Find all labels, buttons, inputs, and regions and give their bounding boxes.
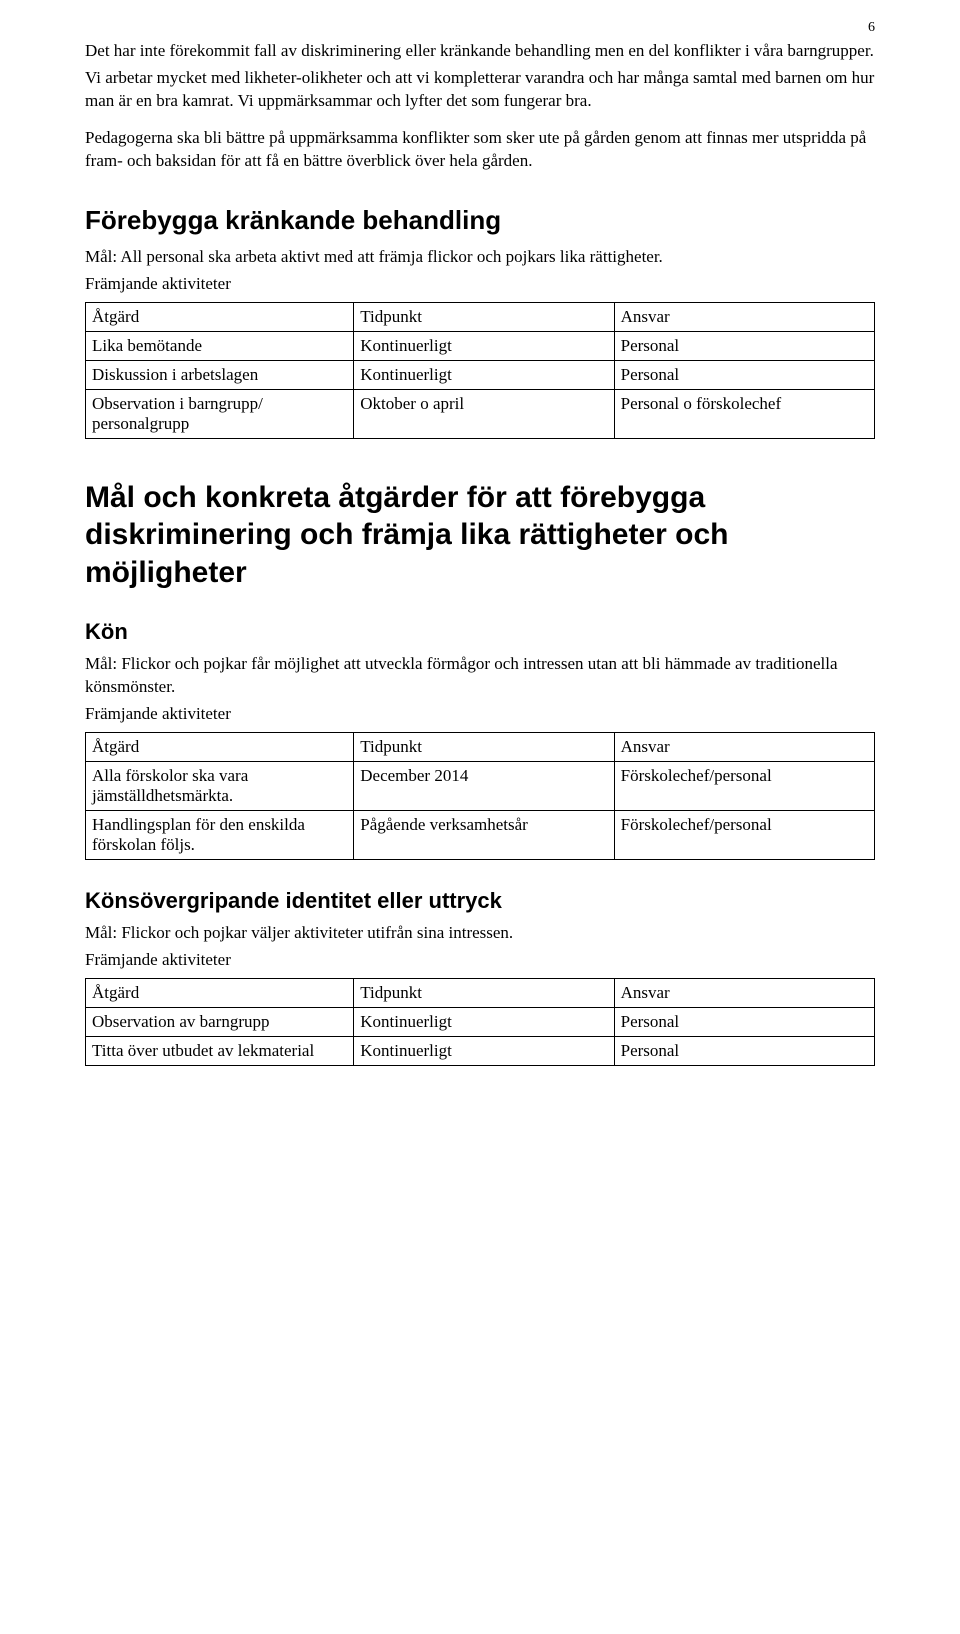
table-cell: Diskussion i arbetslagen [86, 360, 354, 389]
table-cell: Observation i barngrupp/ personalgrupp [86, 389, 354, 438]
table-cell: Titta över utbudet av lekmaterial [86, 1036, 354, 1065]
table-cell: Kontinuerligt [354, 360, 614, 389]
table-kon: Åtgärd Tidpunkt Ansvar Alla förskolor sk… [85, 732, 875, 860]
table-cell: Förskolechef/personal [614, 810, 874, 859]
table-cell: Kontinuerligt [354, 1007, 614, 1036]
intro-paragraph-3: Pedagogerna ska bli bättre på uppmärksam… [85, 127, 875, 173]
page-number: 6 [868, 20, 875, 36]
table-forebygga: Åtgärd Tidpunkt Ansvar Lika bemötande Ko… [85, 302, 875, 439]
table-row: Åtgärd Tidpunkt Ansvar [86, 978, 875, 1007]
table-header-cell: Tidpunkt [354, 732, 614, 761]
sublabel-3: Främjande aktiviteter [85, 703, 875, 726]
heading-mal-konkreta: Mål och konkreta åtgärder för att föreby… [85, 479, 875, 592]
table-row: Observation av barngrupp Kontinuerligt P… [86, 1007, 875, 1036]
intro-paragraph-1: Det har inte förekommit fall av diskrimi… [85, 40, 875, 63]
sublabel-4: Främjande aktiviteter [85, 949, 875, 972]
table-cell: Oktober o april [354, 389, 614, 438]
sublabel-1: Främjande aktiviteter [85, 273, 875, 296]
table-header-cell: Åtgärd [86, 732, 354, 761]
table-cell: Observation av barngrupp [86, 1007, 354, 1036]
table-cell: Personal [614, 1007, 874, 1036]
table-cell: Kontinuerligt [354, 1036, 614, 1065]
table-cell: Lika bemötande [86, 331, 354, 360]
page: 6 Det har inte förekommit fall av diskri… [0, 0, 960, 1634]
table-header-cell: Ansvar [614, 302, 874, 331]
table-row: Diskussion i arbetslagen Kontinuerligt P… [86, 360, 875, 389]
heading-forebygga: Förebygga kränkande behandling [85, 205, 875, 236]
mal-text-1: Mål: All personal ska arbeta aktivt med … [85, 246, 875, 269]
table-cell: Pågående verksamhetsår [354, 810, 614, 859]
table-header-cell: Åtgärd [86, 302, 354, 331]
table-cell: Handlingsplan för den enskilda förskolan… [86, 810, 354, 859]
table-header-cell: Tidpunkt [354, 978, 614, 1007]
table-row: Åtgärd Tidpunkt Ansvar [86, 302, 875, 331]
table-cell: December 2014 [354, 761, 614, 810]
table-header-cell: Ansvar [614, 978, 874, 1007]
table-cell: Personal [614, 331, 874, 360]
table-row: Observation i barngrupp/ personalgrupp O… [86, 389, 875, 438]
table-cell: Personal o förskolechef [614, 389, 874, 438]
table-row: Åtgärd Tidpunkt Ansvar [86, 732, 875, 761]
intro-paragraph-2: Vi arbetar mycket med likheter-olikheter… [85, 67, 875, 113]
heading-konsovergripande: Könsövergripande identitet eller uttryck [85, 888, 875, 914]
table-cell: Personal [614, 1036, 874, 1065]
mal-text-4: Mål: Flickor och pojkar väljer aktivitet… [85, 922, 875, 945]
table-row: Lika bemötande Kontinuerligt Personal [86, 331, 875, 360]
table-header-cell: Åtgärd [86, 978, 354, 1007]
table-konsovergripande: Åtgärd Tidpunkt Ansvar Observation av ba… [85, 978, 875, 1066]
table-cell: Personal [614, 360, 874, 389]
heading-kon: Kön [85, 619, 875, 645]
table-cell: Förskolechef/personal [614, 761, 874, 810]
table-header-cell: Tidpunkt [354, 302, 614, 331]
mal-text-3: Mål: Flickor och pojkar får möjlighet at… [85, 653, 875, 699]
table-header-cell: Ansvar [614, 732, 874, 761]
table-row: Handlingsplan för den enskilda förskolan… [86, 810, 875, 859]
table-cell: Kontinuerligt [354, 331, 614, 360]
table-row: Alla förskolor ska vara jämställdhetsmär… [86, 761, 875, 810]
table-cell: Alla förskolor ska vara jämställdhetsmär… [86, 761, 354, 810]
table-row: Titta över utbudet av lekmaterial Kontin… [86, 1036, 875, 1065]
